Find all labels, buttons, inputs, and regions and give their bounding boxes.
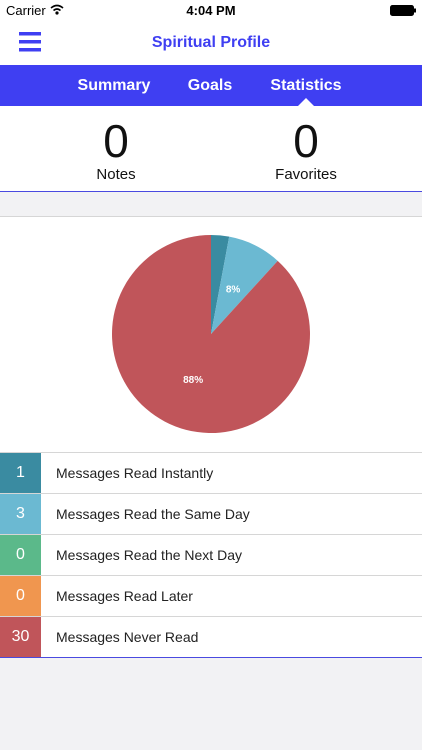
legend-row: 0 Messages Read Later — [0, 575, 422, 616]
legend-count: 3 — [0, 494, 41, 534]
count-label: Notes — [96, 166, 136, 183]
legend-list: 1 Messages Read Instantly 3 Messages Read t… — [0, 452, 422, 658]
slice-label: 8% — [226, 284, 241, 295]
legend-label: Messages Read Instantly — [56, 465, 214, 481]
legend-row: 1 Messages Read Instantly — [0, 452, 422, 493]
tab-indicator — [298, 98, 314, 106]
legend-count: 1 — [0, 453, 41, 493]
count-label: Favorites — [275, 166, 337, 183]
carrier: Carrier — [6, 3, 46, 18]
pie-chart: 8% 88% — [112, 235, 310, 433]
slice-label: 88% — [183, 375, 203, 386]
tab[interactable]: Statistics — [270, 77, 342, 94]
battery-icon — [390, 5, 416, 16]
legend-count: 0 — [0, 576, 41, 616]
legend-count: 0 — [0, 535, 41, 575]
legend-label: Messages Read the Same Day — [56, 506, 250, 522]
status-bar: Carrier 4:04 PM — [0, 0, 422, 20]
legend-count: 30 — [0, 617, 41, 657]
count-box: 0 Favorites — [206, 106, 406, 183]
legend-label: Messages Read Later — [56, 588, 193, 604]
legend-row: 0 Messages Read the Next Day — [0, 534, 422, 575]
legend-row: 3 Messages Read the Same Day — [0, 493, 422, 534]
legend-label: Messages Read the Next Day — [56, 547, 242, 563]
pie-slice — [211, 236, 278, 334]
menu-button[interactable] — [18, 30, 42, 54]
wifi-icon — [50, 4, 64, 15]
legend-row: 30 Messages Never Read — [0, 616, 422, 657]
tab-indicator-arrow — [298, 98, 314, 106]
pie-slice — [112, 235, 310, 433]
pie-slice — [211, 235, 230, 334]
tab[interactable]: Goals — [187, 77, 233, 94]
count-value: 0 — [103, 115, 129, 167]
nav-bar: Spiritual Profile — [0, 20, 422, 65]
clock: 4:04 PM — [186, 3, 236, 18]
count-box: 0 Notes — [16, 106, 216, 183]
legend-label: Messages Never Read — [56, 629, 199, 645]
tab[interactable]: Summary — [77, 77, 151, 94]
pie-panel: 8% 88% — [0, 216, 422, 453]
tab-bar: Summary Goals Statistics — [0, 65, 422, 106]
count-value: 0 — [293, 115, 319, 167]
counts-panel: 0 Notes 0 Favorites — [0, 106, 422, 192]
nav-title: Spiritual Profile — [151, 34, 271, 51]
